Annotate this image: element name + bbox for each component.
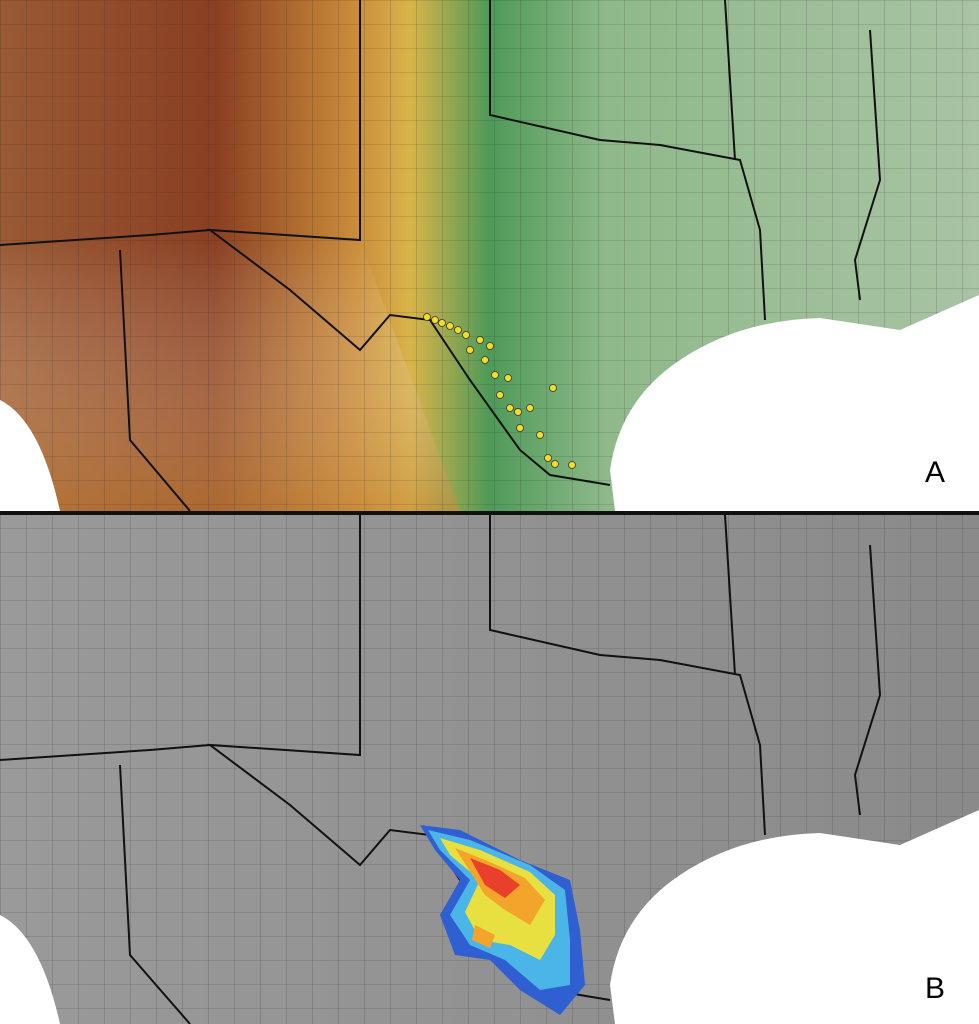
divider (0, 511, 979, 515)
border (206, 0, 611, 486)
suitability-heatmap (420, 825, 585, 1015)
ocean (610, 295, 979, 511)
border (0, 0, 882, 512)
panel-label: A (925, 456, 945, 489)
panel-label: B (925, 972, 945, 1005)
panel-b: B (0, 514, 979, 1024)
occurrence-points (423, 313, 576, 469)
ocean (610, 810, 979, 1024)
ocean (0, 400, 60, 511)
ocean (0, 915, 60, 1024)
border (0, 514, 882, 1024)
border (489, 515, 766, 836)
panel-a: A (0, 0, 979, 512)
border (489, 0, 766, 321)
